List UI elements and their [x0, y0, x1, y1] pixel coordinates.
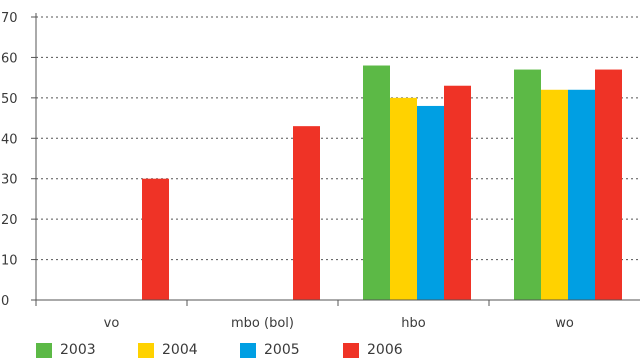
legend-item-2004: 2004 — [138, 340, 198, 360]
legend-label-2005: 2005 — [264, 342, 300, 358]
bar-2006-mbo-bol- — [293, 126, 320, 301]
legend-swatch-2004 — [138, 342, 154, 358]
x-category-label: hbo — [401, 316, 425, 331]
legend-label-2006: 2006 — [367, 342, 403, 358]
bar-2005-hbo — [417, 105, 444, 300]
y-tick-label: 20 — [1, 213, 18, 228]
legend-swatch-2005 — [240, 342, 256, 358]
bar-2003-hbo — [363, 65, 390, 300]
x-category-label: mbo (bol) — [231, 316, 294, 331]
y-tick-label: 60 — [1, 51, 18, 66]
bar-2003-wo — [514, 69, 541, 300]
x-category-label: wo — [555, 316, 574, 331]
y-tick-label: 40 — [1, 132, 18, 147]
legend-item-2006: 2006 — [343, 340, 403, 360]
y-tick-label: 70 — [1, 11, 18, 26]
bar-2006-vo — [142, 178, 169, 300]
y-tick-labels: 0 10 20 30 40 50 60 70 — [1, 11, 18, 309]
legend-item-2005: 2005 — [240, 340, 300, 360]
legend: 2003 2004 2005 2006 — [36, 340, 636, 360]
legend-swatch-2003 — [36, 342, 52, 358]
bar-2006-hbo — [444, 85, 471, 300]
bar-2005-wo — [568, 89, 595, 301]
y-tick-label: 0 — [1, 294, 9, 309]
legend-label-2004: 2004 — [162, 342, 198, 358]
legend-item-2003: 2003 — [36, 340, 96, 360]
y-tick-label: 50 — [1, 92, 18, 107]
bar-2004-hbo — [390, 97, 417, 300]
bar-2004-wo — [541, 89, 568, 301]
bar-2006-wo — [595, 69, 622, 300]
x-category-label: vo — [104, 316, 120, 331]
axes — [31, 13, 640, 306]
x-category-labels: vo mbo (bol) hbo wo — [104, 316, 574, 331]
legend-label-2003: 2003 — [60, 342, 96, 358]
y-tick-label: 10 — [1, 254, 18, 269]
gridlines — [36, 16, 640, 261]
bars — [142, 65, 622, 301]
legend-swatch-2006 — [343, 342, 359, 358]
y-tick-label: 30 — [1, 173, 18, 188]
